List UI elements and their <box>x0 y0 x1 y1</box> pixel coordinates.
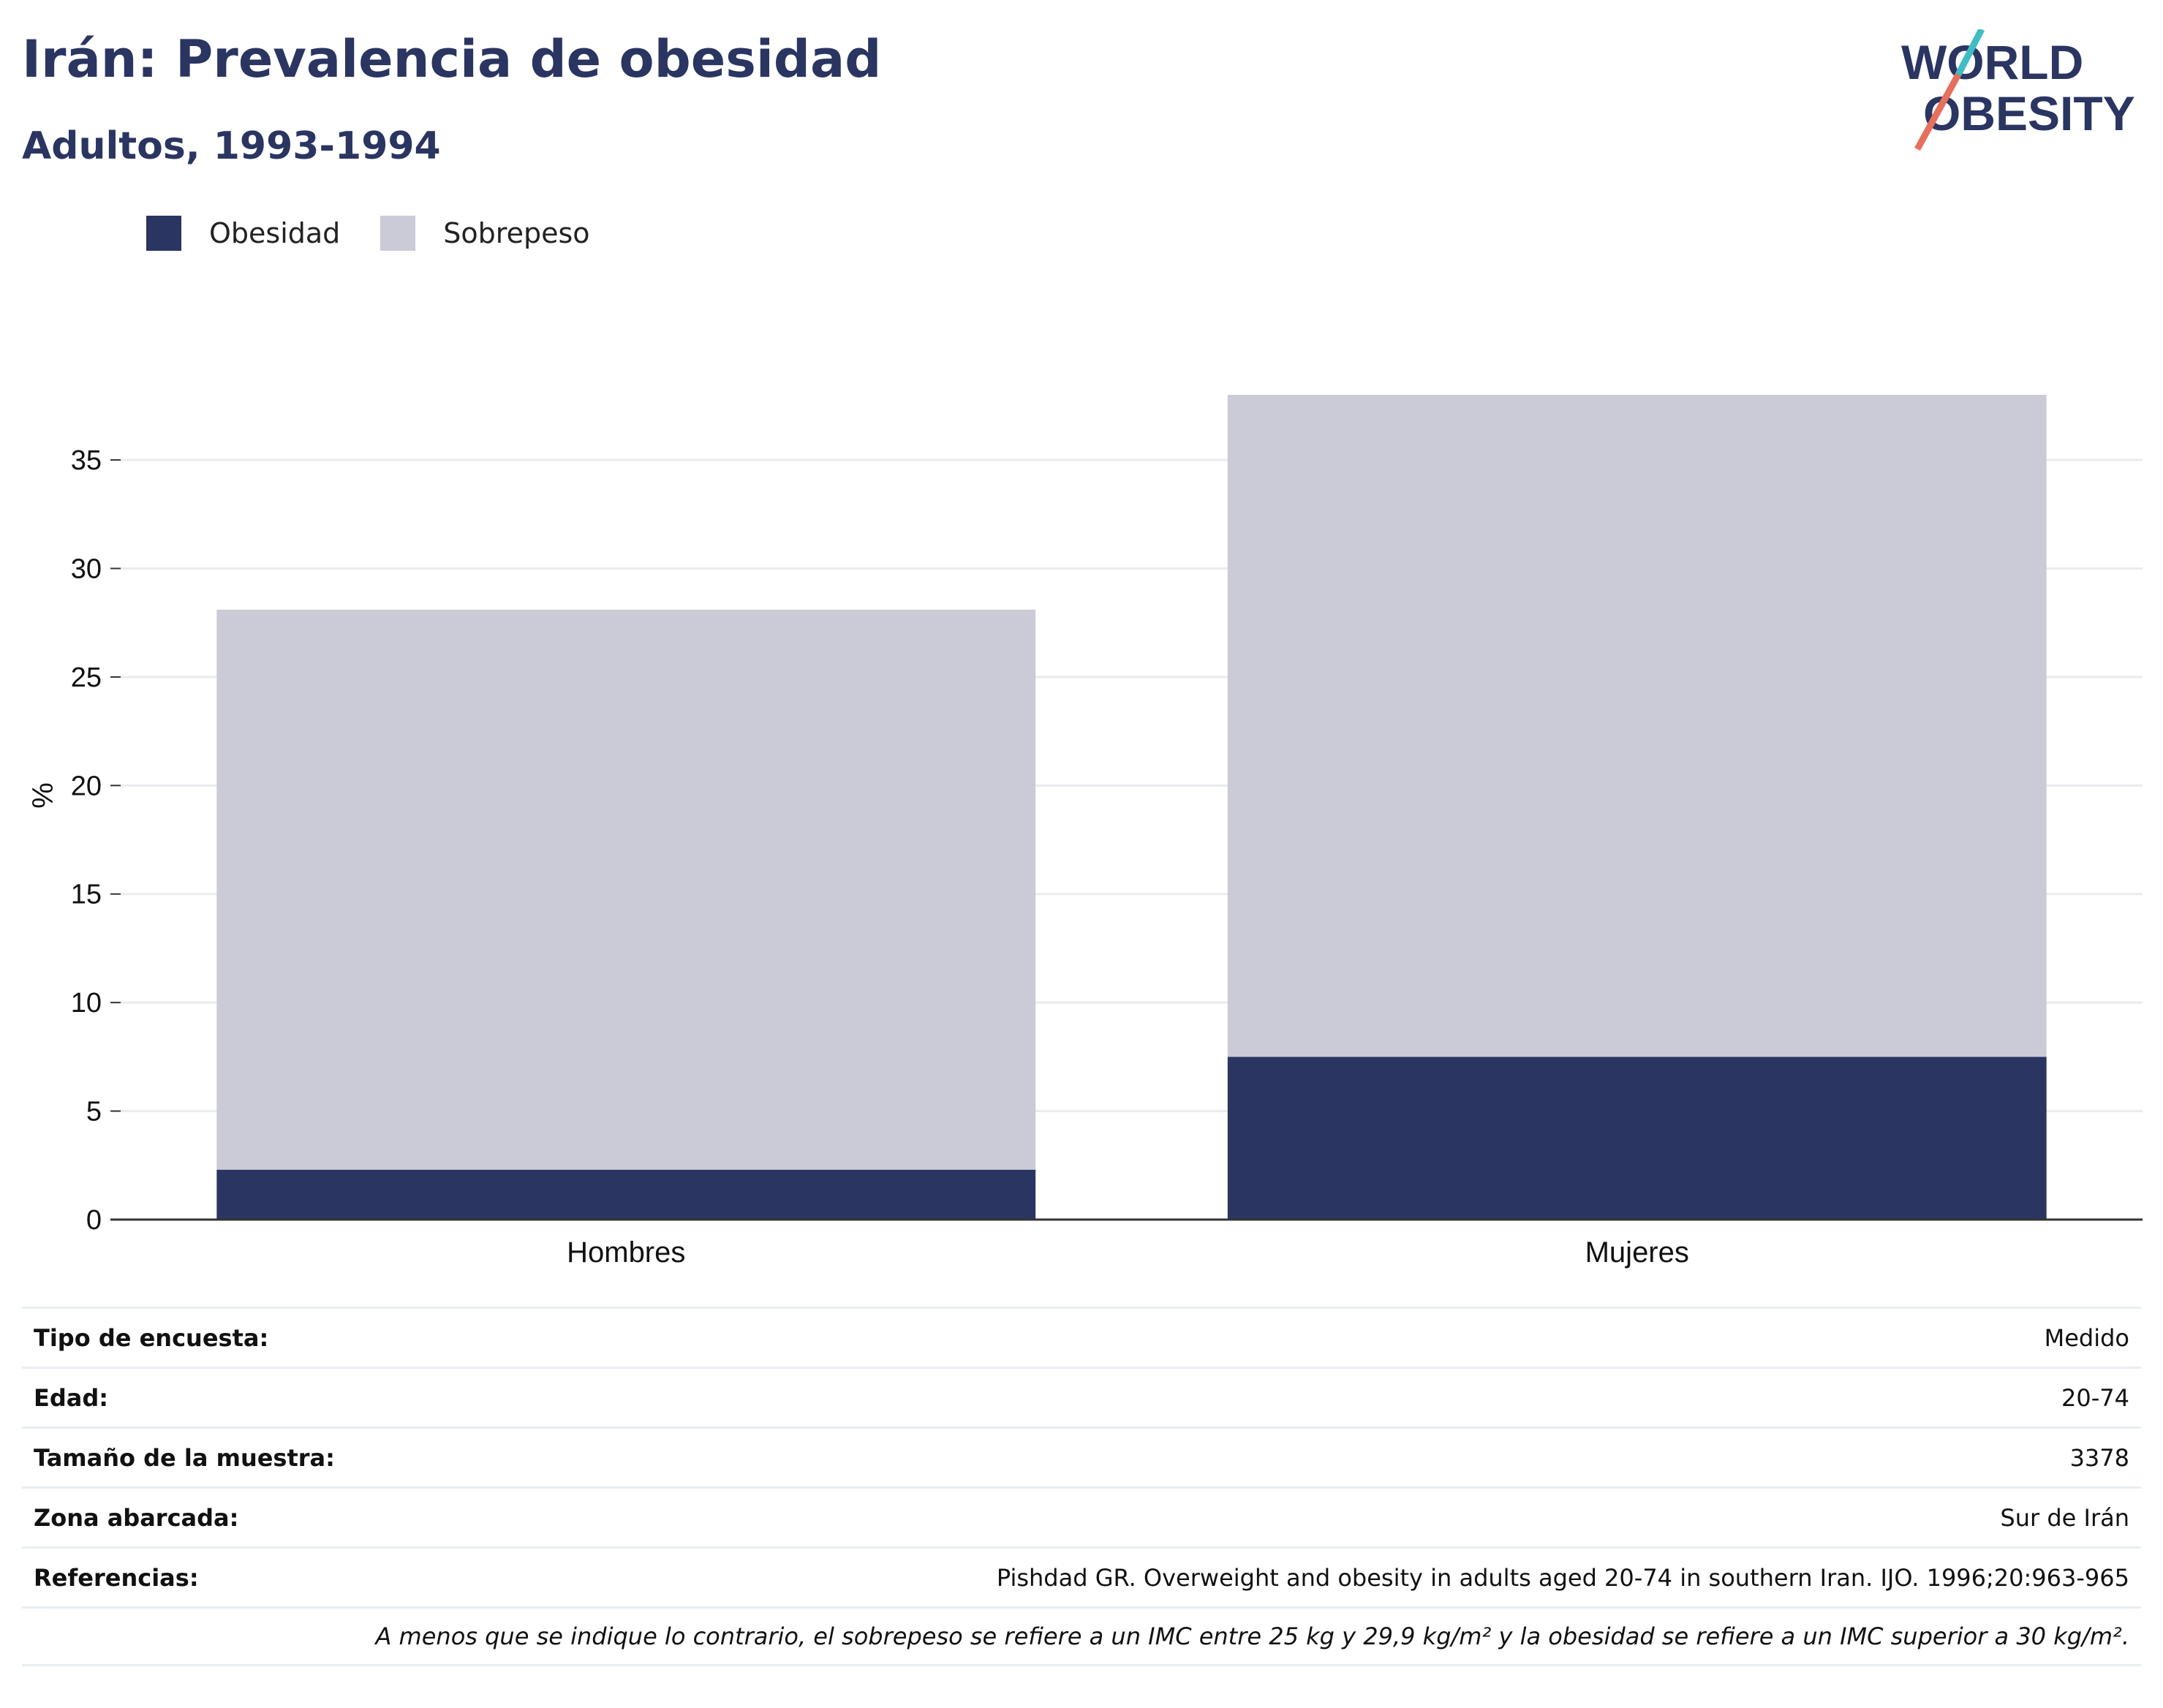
y-tick-label: 35 <box>71 445 102 476</box>
bar-obesity-hombres[interactable] <box>216 1169 1036 1220</box>
logo-slash-teal <box>1955 29 1985 77</box>
x-tick-label: Mujeres <box>1585 1236 1689 1269</box>
y-tick-label: 15 <box>71 880 102 910</box>
logo-line1: WORLD <box>1901 35 2083 89</box>
info-value: Medido <box>2044 1323 2129 1352</box>
y-tick-label: 5 <box>86 1097 102 1127</box>
x-tick-label: Hombres <box>567 1236 685 1269</box>
info-label: Tamaño de la muestra: <box>34 1443 335 1472</box>
info-row-sample-size: Tamaño de la muestra: 3378 <box>22 1427 2141 1486</box>
legend-item-obesity[interactable]: Obesidad <box>146 216 340 251</box>
bar-overweight-mujeres[interactable] <box>1227 395 2047 1057</box>
survey-info-table: Tipo de encuesta: Medido Edad: 20-74 Tam… <box>22 1307 2141 1666</box>
info-value: Pishdad GR. Overweight and obesity in ad… <box>996 1563 2129 1592</box>
legend-item-overweight[interactable]: Sobrepeso <box>380 216 590 251</box>
info-row-survey-type: Tipo de encuesta: Medido <box>22 1307 2141 1367</box>
chart-legend: Obesidad Sobrepeso <box>146 216 630 251</box>
page-subtitle: Adultos, 1993-1994 <box>22 124 441 168</box>
note-text: A menos que se indique lo contrario, el … <box>375 1622 2129 1650</box>
info-row-area: Zona abarcada: Sur de Irán <box>22 1486 2141 1546</box>
info-row-age: Edad: 20-74 <box>22 1367 2141 1427</box>
logo-slash-coral <box>1914 72 1961 151</box>
logo-line2: OBESITY <box>1923 86 2135 140</box>
info-value: 20-74 <box>2061 1383 2129 1412</box>
y-axis-label: % <box>27 782 59 809</box>
legend-label-overweight: Sobrepeso <box>443 217 590 249</box>
info-label: Tipo de encuesta: <box>34 1323 269 1352</box>
page-title: Irán: Prevalencia de obesidad <box>22 29 882 89</box>
definition-note: A menos que se indique lo contrario, el … <box>22 1606 2141 1666</box>
info-label: Zona abarcada: <box>34 1503 239 1532</box>
info-row-references: Referencias: Pishdad GR. Overweight and … <box>22 1546 2141 1606</box>
info-value: Sur de Irán <box>2000 1503 2129 1532</box>
y-tick-label: 0 <box>86 1205 102 1236</box>
world-obesity-logo: WORLD OBESITY <box>1901 29 2135 151</box>
bar-obesity-mujeres[interactable] <box>1227 1057 2047 1220</box>
y-tick-label: 20 <box>71 771 102 801</box>
legend-swatch-obesity <box>146 216 181 251</box>
y-tick-label: 25 <box>71 662 102 693</box>
bars <box>216 395 2047 1220</box>
y-tick-label: 10 <box>71 988 102 1019</box>
info-label: Referencias: <box>34 1563 199 1592</box>
axes: 0 5 10 15 20 25 30 35 Hombres Mujeres <box>71 445 2143 1269</box>
legend-label-obesity: Obesidad <box>209 217 341 249</box>
y-tick-label: 30 <box>71 553 102 584</box>
info-label: Edad: <box>34 1383 109 1412</box>
legend-swatch-overweight <box>380 216 416 251</box>
bar-chart: 0 5 10 15 20 25 30 35 Hombres Mujeres % <box>27 395 2143 1269</box>
info-value: 3378 <box>2069 1443 2129 1472</box>
bar-overweight-hombres[interactable] <box>216 609 1036 1170</box>
